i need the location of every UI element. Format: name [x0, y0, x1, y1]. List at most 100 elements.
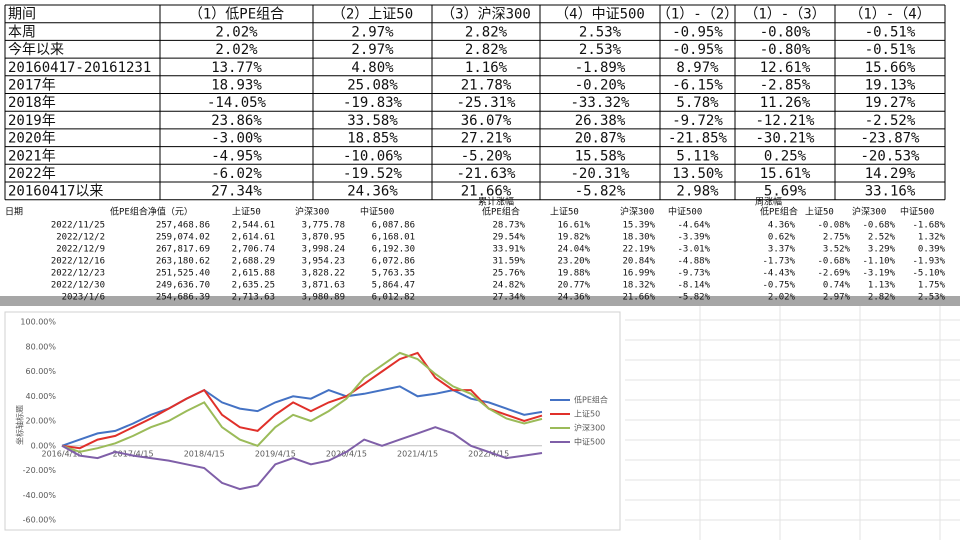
table-cell: 2021年: [8, 148, 56, 164]
table-cell: 20160417以来: [8, 184, 103, 200]
y-tick-label: 0.00%: [31, 441, 57, 450]
table-cell: 11.26%: [760, 95, 811, 111]
table-header: 中证500: [900, 206, 934, 218]
table-cell: 22.19%: [622, 245, 655, 255]
table-cell: -30.21%: [755, 131, 815, 147]
table-cell: 2.02%: [215, 24, 258, 40]
table-cell: 2,614.61: [232, 233, 275, 243]
table-cell: 2,688.29: [232, 257, 275, 267]
table-cell: 24.82%: [492, 281, 525, 291]
table-cell: 6,072.86: [372, 257, 415, 267]
table-cell: 2.53%: [918, 293, 946, 303]
table-header: 沪深300: [620, 206, 654, 218]
table-cell: 13.50%: [672, 166, 723, 182]
table-cell: 5,864.47: [372, 281, 415, 291]
table-cell: 2022/12/9: [56, 245, 105, 255]
table-cell: -5.82%: [677, 293, 710, 303]
table-cell: 2022/12/23: [51, 269, 105, 279]
table-cell: -4.88%: [677, 257, 710, 267]
table-header: 低PE组合: [760, 206, 798, 218]
table-cell: 2,713.63: [232, 293, 275, 303]
legend-label: 上证50: [574, 410, 600, 419]
table-cell: 2022/12/30: [51, 281, 105, 291]
table-cell: 1.16%: [465, 60, 508, 76]
table-cell: -8.14%: [677, 281, 710, 291]
table-cell: 5.78%: [676, 95, 719, 111]
table-cell: 20160417-20161231: [8, 60, 151, 76]
legend-label: 沪深300: [574, 423, 605, 433]
table-cell: -5.10%: [912, 269, 945, 279]
table-header: （3）沪深300: [441, 7, 531, 23]
table-cell: 2.53%: [579, 42, 622, 58]
table-cell: -1.73%: [762, 257, 795, 267]
table-cell: 2.97%: [351, 24, 394, 40]
table-cell: 6,192.30: [372, 245, 415, 255]
table-header: 低PE组合净值（元）: [110, 206, 193, 218]
table-cell: 2023/1/6: [62, 293, 105, 303]
table-cell: 27.34%: [211, 184, 262, 200]
table-cell: 3,954.23: [302, 257, 345, 267]
table-cell: 2022/11/25: [51, 221, 105, 231]
table-cell: 4.36%: [768, 221, 796, 231]
table-cell: -1.10%: [862, 257, 895, 267]
series-line: [61, 385, 543, 447]
table-cell: 2.52%: [868, 233, 896, 243]
table-cell: 31.59%: [492, 257, 525, 267]
table-cell: -21.85%: [668, 131, 728, 147]
table-cell: 本周: [8, 24, 36, 40]
legend-label: 低PE组合: [574, 395, 608, 405]
table-cell: 18.30%: [622, 233, 655, 243]
table-cell: -3.19%: [862, 269, 895, 279]
table-cell: 0.39%: [918, 245, 946, 255]
table-cell: -23.87%: [860, 131, 920, 147]
table-cell: 2.97%: [823, 293, 851, 303]
table-header: 中证500: [668, 206, 702, 218]
table-cell: 2,706.74: [232, 245, 275, 255]
table-header: 中证500: [360, 206, 394, 218]
table-header: （1）-（3）: [744, 7, 825, 23]
table-cell: 6,087.86: [372, 221, 415, 231]
table-cell: 4.80%: [351, 60, 394, 76]
table-cell: 3,828.22: [302, 269, 345, 279]
table-cell: 27.34%: [492, 293, 525, 303]
y-tick-label: 60.00%: [25, 367, 56, 376]
table-header: 沪深300: [295, 206, 329, 218]
table-cell: -12.21%: [755, 113, 815, 129]
y-tick-label: -40.00%: [23, 491, 57, 500]
table-cell: 20.87%: [575, 131, 626, 147]
table-cell: 24.36%: [347, 184, 398, 200]
table-cell: -1.89%: [575, 60, 626, 76]
table-header: （1）低PE组合: [189, 7, 284, 23]
table-cell: 3.37%: [768, 245, 796, 255]
x-tick-label: 2021/4/15: [397, 449, 438, 458]
table-cell: 2.02%: [215, 42, 258, 58]
table-cell: 3,980.89: [302, 293, 345, 303]
table-cell: -5.82%: [575, 184, 626, 200]
table-header: 上证50: [550, 207, 579, 218]
table-cell: -10.06%: [343, 148, 403, 164]
table-cell: 19.82%: [557, 233, 590, 243]
legend-label: 中证500: [574, 437, 605, 447]
table-cell: -25.31%: [456, 95, 516, 111]
table-cell: 33.91%: [492, 245, 525, 255]
table-cell: 6,168.01: [372, 233, 415, 243]
table-cell: 36.07%: [461, 113, 512, 129]
table-cell: -0.68%: [817, 257, 850, 267]
table-cell: 20.77%: [557, 281, 590, 291]
table-cell: -19.52%: [343, 166, 403, 182]
table-header: 期间: [8, 7, 36, 23]
table-cell: 21.78%: [461, 78, 512, 94]
table-cell: 3.29%: [868, 245, 896, 255]
table-cell: 2.75%: [823, 233, 851, 243]
table-cell: 263,180.62: [156, 257, 210, 267]
table-cell: 2022/12/2: [56, 233, 105, 243]
table-cell: 1.75%: [918, 281, 946, 291]
table-cell: 2,615.88: [232, 269, 275, 279]
table-cell: 267,817.69: [156, 245, 210, 255]
x-tick-label: 2019/4/15: [255, 449, 296, 458]
table-cell: 1.32%: [918, 233, 946, 243]
table-cell: 3,870.95: [302, 233, 345, 243]
table-cell: 3,871.63: [302, 281, 345, 291]
table-cell: 2.97%: [351, 42, 394, 58]
